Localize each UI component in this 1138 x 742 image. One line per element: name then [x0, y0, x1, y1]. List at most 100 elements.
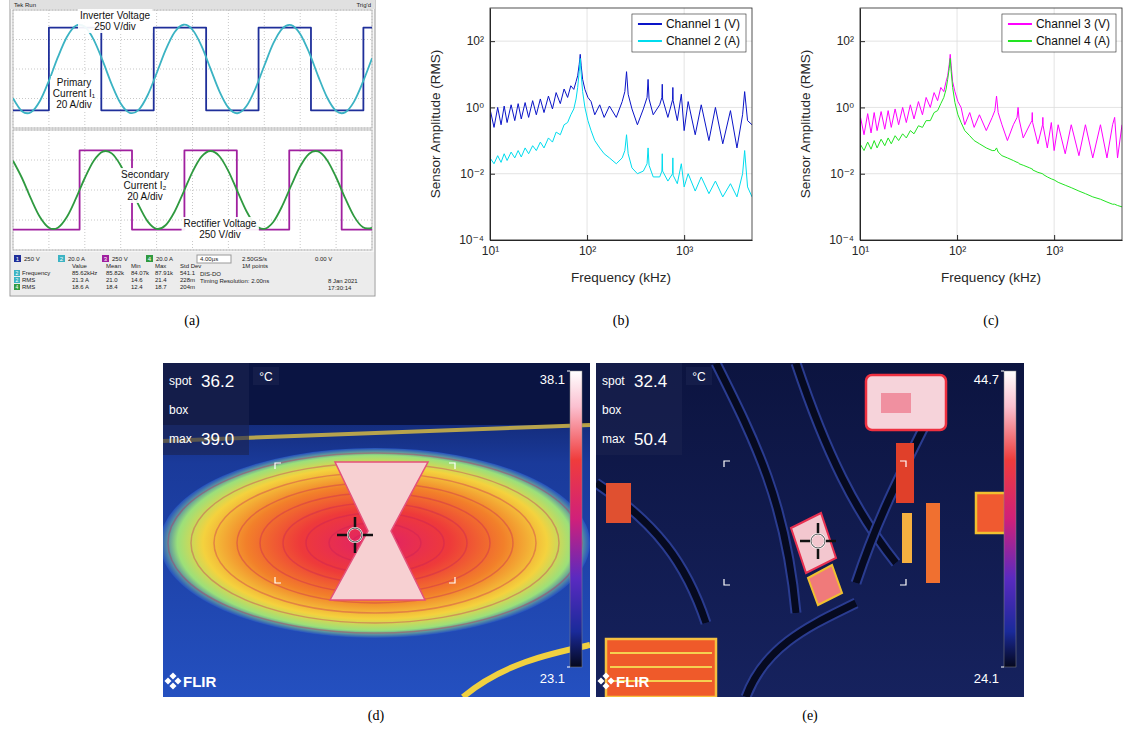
- measurement-value: 541.1: [180, 270, 196, 276]
- annotation-patch: [119, 168, 171, 203]
- channel-number: 2: [16, 270, 19, 276]
- legend: Channel 3 (V)Channel 4 (A): [1002, 14, 1116, 52]
- measurement-name: RMS: [22, 284, 35, 290]
- annotation-text: 20 A/div: [127, 191, 163, 202]
- thermal-cable: [746, 603, 856, 697]
- tick: 10⁰: [466, 101, 495, 115]
- measurement-value: 21.4: [155, 277, 167, 283]
- channel-badge: [14, 277, 20, 283]
- x-axis-title: Frequency (kHz): [941, 270, 1041, 285]
- measurement-value: 18.6 A: [72, 284, 89, 290]
- grid-line: [490, 107, 752, 108]
- annotation-patch: [78, 9, 152, 33]
- measurement-header: Std Dev: [180, 263, 201, 269]
- tick: 10⁻²: [830, 167, 865, 181]
- tick: 10³: [676, 235, 693, 258]
- measurement-header: Mean: [106, 263, 121, 269]
- x-axis: 10¹10²10³: [852, 235, 1123, 258]
- measurement-value: 21.0: [106, 277, 118, 283]
- thermal-hotspot: [808, 565, 842, 605]
- logo-mark: [602, 672, 609, 679]
- tick: 10⁻²: [460, 167, 495, 181]
- thermal-hotspot: [791, 513, 836, 573]
- series-line: [490, 58, 752, 196]
- thermal-hotspot: [330, 462, 428, 600]
- tick-mark: [490, 174, 495, 175]
- timebase-box: [197, 255, 231, 263]
- measurement-value: 14.6: [131, 277, 143, 283]
- readout-label: box: [602, 403, 621, 417]
- sample-rate: 2.50GS/s: [242, 256, 267, 262]
- thermal-scene: [163, 363, 590, 697]
- timebase: 4.00µs: [200, 256, 218, 262]
- scope-status: Trig'd: [356, 2, 371, 8]
- measurement-header: Max: [155, 263, 166, 269]
- thermal-ring: [191, 463, 559, 623]
- measurement-value: 85.82k: [106, 270, 125, 276]
- pane-background: [13, 130, 372, 250]
- grid-line: [336, 130, 337, 250]
- thermal-cable: [856, 423, 926, 583]
- series-line: [490, 54, 752, 148]
- legend-box: [1002, 14, 1116, 52]
- annotation-text: Secondary: [121, 169, 169, 180]
- trigger-level: 0.00 V: [315, 256, 332, 262]
- logo-mark: [602, 682, 609, 689]
- colorbar-label: 24.1: [974, 671, 999, 686]
- thermal-overlay: spot32.4°Cboxmax50.424.144.7FLIR: [596, 363, 1016, 690]
- grid-line: [13, 250, 372, 251]
- logo-text: FLIR: [616, 673, 649, 690]
- annotation-text: Current I₁: [53, 88, 96, 99]
- tick: 10²: [949, 235, 966, 258]
- readout-panel: [596, 363, 682, 455]
- measurement-value: 85.62kHz: [72, 270, 97, 276]
- tick-label: 10¹: [482, 244, 499, 258]
- legend-swatch: [1008, 40, 1032, 42]
- thermal-hotspot: [926, 503, 940, 583]
- colorbar-label: 44.7: [974, 372, 999, 387]
- logo-mark: [169, 672, 176, 679]
- thermal-cable: [716, 363, 796, 613]
- thermal-ring: [168, 453, 582, 633]
- annotation: PrimaryCurrent I₁20 A/div: [51, 76, 98, 111]
- timestamp: 8 Jan 2021: [328, 278, 358, 284]
- tick-label: 10⁻²: [460, 167, 484, 181]
- measurement-value: 18.4: [106, 284, 118, 290]
- channel-scale: 250 V: [112, 256, 128, 262]
- channel-scale: 20.0 A: [68, 256, 85, 262]
- tick-mark: [490, 41, 495, 42]
- legend-swatch: [1008, 23, 1032, 25]
- grid-line: [13, 69, 372, 70]
- unit-box: [253, 367, 279, 385]
- channel-badge: [14, 270, 20, 276]
- tick-mark: [860, 41, 865, 42]
- tick-mark: [1054, 235, 1055, 240]
- crosshair-ring: [348, 528, 362, 542]
- readout-value: 32.4: [634, 372, 667, 391]
- logo-mark: [607, 677, 614, 684]
- scope-top-bar: [10, 0, 375, 9]
- panel-label: (c): [983, 313, 999, 329]
- plot-background: [490, 8, 752, 240]
- colorbar-label: 38.1: [540, 372, 565, 387]
- annotation-patch: [51, 76, 98, 111]
- tick-mark: [860, 240, 865, 241]
- channel-badge: [14, 284, 20, 290]
- annotation-text: Rectifier Voltage: [184, 218, 257, 229]
- grid-line: [13, 39, 372, 40]
- unit-box: [686, 367, 712, 385]
- measurement-value: 21.3 A: [72, 277, 89, 283]
- plot-background: [860, 8, 1122, 240]
- channel-badge: [58, 255, 65, 262]
- measurement-value: 18.7: [155, 284, 167, 290]
- channel-number: 4: [148, 256, 152, 262]
- series-group: [13, 25, 372, 114]
- panel-label: (e): [802, 708, 818, 724]
- plot-frame: [860, 8, 1122, 240]
- scope-pane: SecondaryCurrent I₂20 A/divRectifier Vol…: [13, 130, 372, 250]
- colorbar-tick: [567, 667, 570, 668]
- crosshair: [800, 523, 836, 559]
- tick-mark: [860, 174, 865, 175]
- tick-label: 10²: [467, 34, 484, 48]
- crosshair-ring: [811, 534, 825, 548]
